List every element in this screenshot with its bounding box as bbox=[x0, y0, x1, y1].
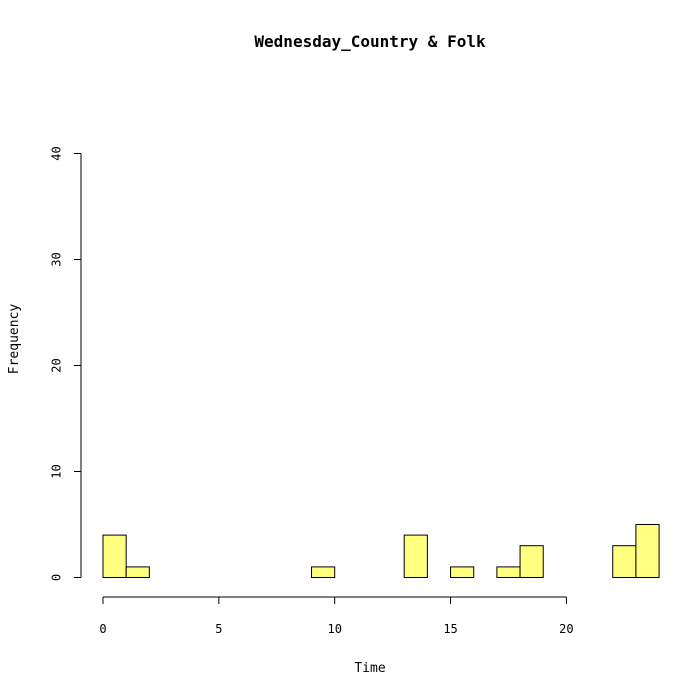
histogram-bar-9-10 bbox=[311, 566, 336, 579]
histogram-bar-15-16 bbox=[450, 566, 475, 579]
histogram-bar-0-1 bbox=[102, 534, 127, 578]
y-axis-label: Frequency bbox=[7, 304, 22, 375]
histogram-bar-22-23 bbox=[612, 545, 637, 579]
histogram-bar-18-19 bbox=[519, 545, 544, 579]
y-axis: 0 10 20 30 40 bbox=[50, 146, 82, 581]
y-tick-label-0: 0 bbox=[50, 574, 64, 581]
histogram-bar-23-24 bbox=[635, 524, 660, 578]
x-axis: 0 5 10 15 20 bbox=[99, 596, 574, 636]
x-axis-label: Time bbox=[354, 661, 385, 676]
x-tick-label-0: 0 bbox=[99, 622, 106, 636]
x-tick-label-5: 5 bbox=[215, 622, 222, 636]
y-tick-label-10: 10 bbox=[50, 464, 64, 478]
bars-group bbox=[102, 524, 660, 579]
x-tick-label-20: 20 bbox=[559, 622, 573, 636]
y-tick-label-30: 30 bbox=[50, 252, 64, 266]
x-tick-label-15: 15 bbox=[443, 622, 457, 636]
y-tick-label-40: 40 bbox=[50, 146, 64, 160]
chart-title: Wednesday_Country & Folk bbox=[254, 32, 486, 51]
histogram-bar-13-14 bbox=[403, 534, 428, 578]
x-tick-label-10: 10 bbox=[327, 622, 341, 636]
histogram-bar-17-18 bbox=[496, 566, 521, 579]
histogram-bar-1-2 bbox=[125, 566, 150, 579]
y-tick-label-20: 20 bbox=[50, 358, 64, 372]
